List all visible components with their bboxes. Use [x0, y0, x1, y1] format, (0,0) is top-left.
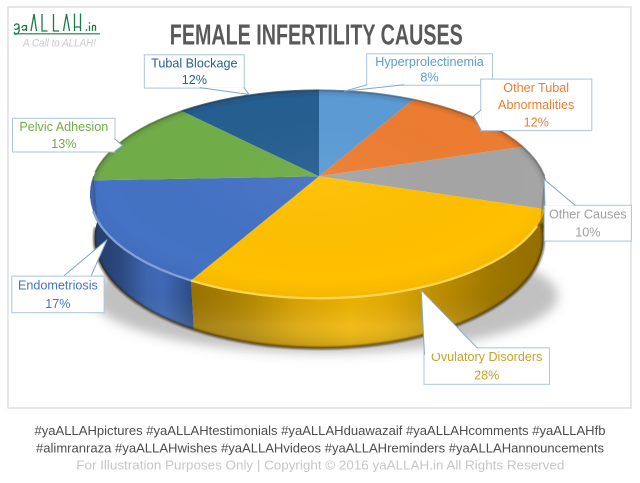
svg-text:Abnormalities: Abnormalities	[498, 98, 574, 112]
svg-text:17%: 17%	[45, 297, 70, 311]
svg-text:12%: 12%	[182, 73, 207, 87]
svg-text:#alimranraza #yaALLAHwishes #y: #alimranraza #yaALLAHwishes #yaALLAHvide…	[36, 441, 604, 456]
svg-text:Other Causes: Other Causes	[549, 208, 627, 222]
svg-text:#yaALLAHpictures #yaALLAHtesti: #yaALLAHpictures #yaALLAHtestimonials #y…	[35, 423, 606, 438]
svg-text:10%: 10%	[575, 226, 600, 240]
svg-text:28%: 28%	[474, 369, 499, 383]
svg-text:Other Tubal: Other Tubal	[503, 81, 569, 95]
svg-text:Endometriosis: Endometriosis	[18, 279, 98, 293]
svg-text:13%: 13%	[51, 137, 76, 151]
svg-text:Tubal Blockage: Tubal Blockage	[151, 56, 237, 70]
svg-text:For Illustration Purposes Only: For Illustration Purposes Only | Copyrig…	[76, 458, 564, 473]
svg-text:Ovulatory Disorders: Ovulatory Disorders	[431, 350, 542, 364]
svg-text:Hyperprolectinemia: Hyperprolectinemia	[375, 55, 484, 69]
svg-text:12%: 12%	[524, 115, 549, 129]
svg-text:A Call to ALLAH!: A Call to ALLAH!	[22, 38, 96, 50]
svg-text:Pelvic Adhesion: Pelvic Adhesion	[19, 120, 108, 134]
svg-text:FEMALE INFERTILITY CAUSES: FEMALE INFERTILITY CAUSES	[170, 20, 463, 52]
svg-text:8%: 8%	[420, 71, 438, 85]
